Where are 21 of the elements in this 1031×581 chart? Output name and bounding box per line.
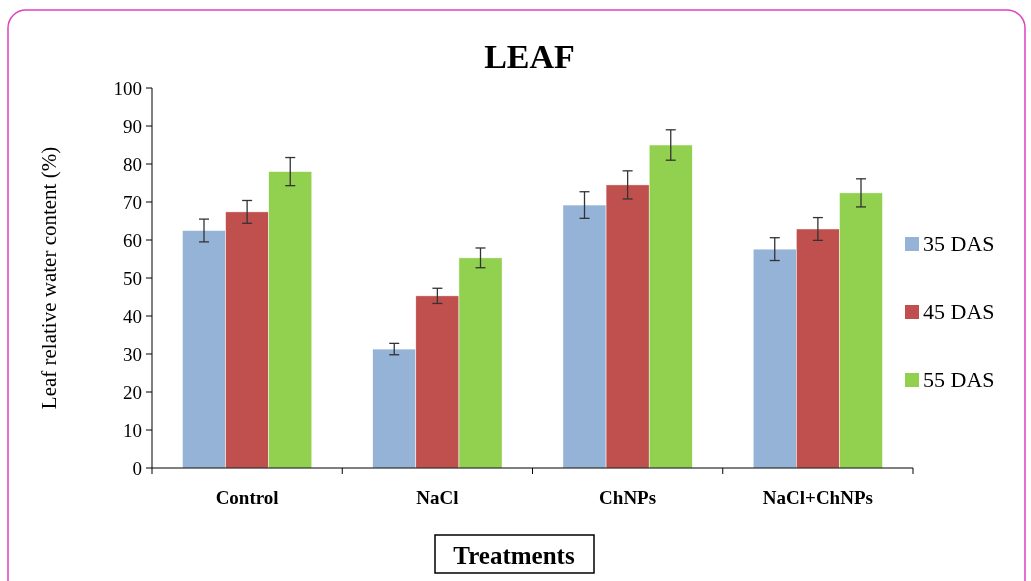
y-tick-label: 30: [123, 343, 142, 365]
y-tick-label: 70: [123, 191, 142, 213]
x-tick-label: NaCl+ChNPs: [762, 487, 873, 508]
y-tick-label: 60: [123, 229, 142, 251]
legend-label: 55 DAS: [923, 367, 995, 392]
y-tick-label: 40: [123, 305, 142, 327]
legend-label: 35 DAS: [923, 231, 995, 256]
y-tick-label: 100: [113, 77, 142, 99]
y-tick-label: 50: [123, 267, 142, 289]
x-tick-label: ChNPs: [599, 487, 657, 508]
y-tick-label: 90: [123, 115, 142, 137]
y-tick-label: 20: [123, 381, 142, 403]
chart-title: LEAF: [484, 38, 575, 75]
y-tick-label: 10: [123, 419, 142, 441]
x-tick-label: Control: [215, 487, 279, 508]
x-tick-label: NaCl: [416, 487, 459, 508]
y-tick-label: 0: [132, 457, 142, 479]
legend-label: 45 DAS: [923, 299, 995, 324]
y-tick-label: 80: [123, 153, 142, 175]
y-axis-title: Leaf relative water content (%): [37, 146, 61, 410]
x-axis-title: Treatments: [453, 542, 575, 569]
